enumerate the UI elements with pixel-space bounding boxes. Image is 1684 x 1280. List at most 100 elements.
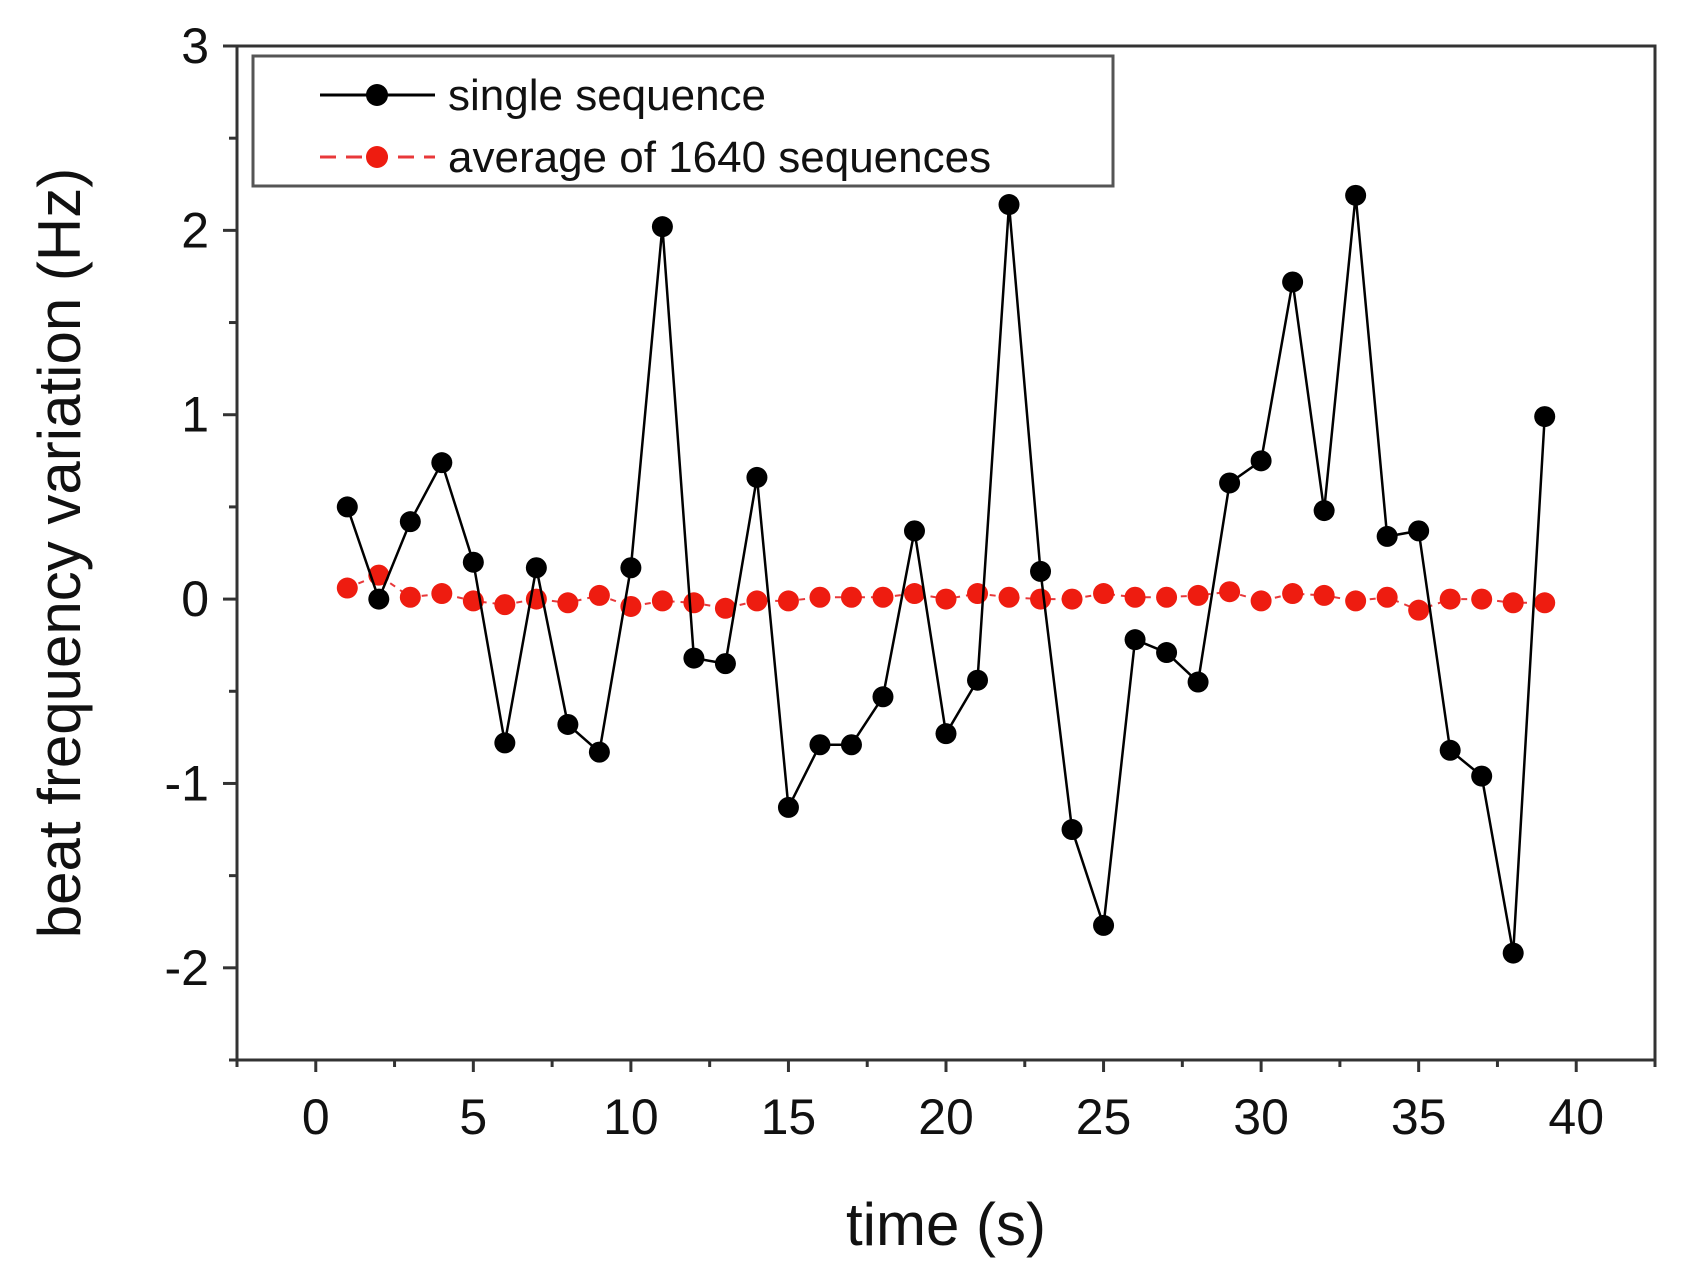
legend-box [251, 54, 1115, 188]
data-point-single-sequence [1124, 629, 1146, 651]
x-tick-label: 30 [1233, 1089, 1289, 1145]
data-point-average [1345, 590, 1367, 612]
data-point-average [1502, 592, 1524, 614]
data-point-average [1471, 588, 1493, 610]
data-point-single-sequence [746, 466, 768, 488]
data-point-average [1061, 588, 1083, 610]
x-tick-label: 25 [1076, 1089, 1132, 1145]
data-point-average [1313, 584, 1335, 606]
data-point-single-sequence [588, 741, 610, 763]
data-point-average [777, 590, 799, 612]
data-point-single-sequence [1219, 472, 1241, 494]
x-tick-label: 10 [603, 1089, 659, 1145]
data-point-average [1439, 588, 1461, 610]
data-point-single-sequence [809, 734, 831, 756]
legend-label-average: average of 1640 sequences [448, 133, 991, 182]
y-tick-label: 2 [181, 202, 209, 258]
series-layer [336, 184, 1556, 964]
data-point-single-sequence [336, 496, 358, 518]
data-point-average [336, 577, 358, 599]
data-point-single-sequence [1471, 765, 1493, 787]
data-point-average [651, 590, 673, 612]
y-tick-label: 1 [181, 387, 209, 443]
y-tick-label: 3 [181, 18, 209, 74]
y-axis-title: beat frequency variation (Hz) [26, 168, 93, 938]
x-tick-label: 35 [1391, 1089, 1447, 1145]
x-tick-label: 40 [1548, 1089, 1604, 1145]
data-point-single-sequence [1502, 942, 1524, 964]
data-point-single-sequence [683, 647, 705, 669]
data-point-single-sequence [431, 452, 453, 474]
data-point-single-sequence [399, 511, 421, 533]
data-point-average [903, 583, 925, 605]
data-point-single-sequence [840, 734, 862, 756]
data-point-average [1534, 592, 1556, 614]
y-axis-ticks: -2 -1 0 1 2 3 [165, 18, 237, 1062]
data-point-average [588, 584, 610, 606]
x-axis-ticks: 0 5 10 15 20 25 30 35 40 [235, 1060, 1657, 1145]
data-point-single-sequence [1156, 642, 1178, 664]
y-tick-label: -1 [165, 755, 209, 811]
data-point-single-sequence [714, 653, 736, 675]
data-point-average [494, 594, 516, 616]
data-point-average [998, 586, 1020, 608]
data-point-average [746, 590, 768, 612]
data-point-single-sequence [368, 588, 390, 610]
data-point-average [557, 592, 579, 614]
data-point-single-sequence [1250, 450, 1272, 472]
data-point-average [1093, 583, 1115, 605]
data-point-single-sequence [620, 557, 642, 579]
data-point-single-sequence [967, 669, 989, 691]
legend-marker-single-sequence [366, 84, 388, 106]
data-point-average [1408, 599, 1430, 621]
data-point-average [1124, 586, 1146, 608]
data-point-single-sequence [525, 557, 547, 579]
legend-label-single-sequence: single sequence [448, 71, 766, 120]
legend: single sequence average of 1640 sequence… [251, 54, 1115, 188]
series-line-single-sequence [346, 195, 1546, 954]
legend-marker-average [366, 146, 388, 168]
data-point-single-sequence [462, 551, 484, 573]
data-point-single-sequence [1345, 184, 1367, 206]
data-point-average [840, 586, 862, 608]
data-point-single-sequence [494, 732, 516, 754]
x-tick-label: 5 [459, 1089, 487, 1145]
x-tick-label: 15 [761, 1089, 817, 1145]
data-point-single-sequence [1534, 406, 1556, 428]
data-point-average [714, 597, 736, 619]
data-point-average [399, 586, 421, 608]
data-point-single-sequence [1187, 671, 1209, 693]
series-average [336, 564, 1556, 621]
data-point-average [1250, 590, 1272, 612]
y-tick-label: -2 [165, 940, 209, 996]
data-point-average [809, 586, 831, 608]
y-tick-label: 0 [181, 571, 209, 627]
data-point-single-sequence [1313, 500, 1335, 522]
data-point-single-sequence [903, 520, 925, 542]
data-point-average [1030, 588, 1052, 610]
series-single-sequence [336, 184, 1556, 964]
data-point-single-sequence [998, 194, 1020, 216]
data-point-average [1282, 583, 1304, 605]
plot-frame [235, 44, 1657, 1062]
data-point-single-sequence [1376, 525, 1398, 547]
data-point-single-sequence [651, 216, 673, 238]
data-point-single-sequence [1030, 560, 1052, 582]
data-point-single-sequence [935, 723, 957, 745]
x-tick-label: 0 [302, 1089, 330, 1145]
data-point-average [935, 588, 957, 610]
legend-entry-single-sequence: single sequence [320, 71, 766, 120]
legend-entry-average: average of 1640 sequences [320, 133, 991, 182]
data-point-single-sequence [557, 713, 579, 735]
data-point-single-sequence [1282, 271, 1304, 293]
x-axis-title: time (s) [846, 1191, 1046, 1258]
data-point-single-sequence [777, 796, 799, 818]
data-point-average [431, 583, 453, 605]
data-point-average [1376, 586, 1398, 608]
data-point-average [1156, 586, 1178, 608]
x-tick-label: 20 [918, 1089, 974, 1145]
data-point-single-sequence [1439, 739, 1461, 761]
data-point-average [1219, 581, 1241, 603]
data-point-average [683, 592, 705, 614]
